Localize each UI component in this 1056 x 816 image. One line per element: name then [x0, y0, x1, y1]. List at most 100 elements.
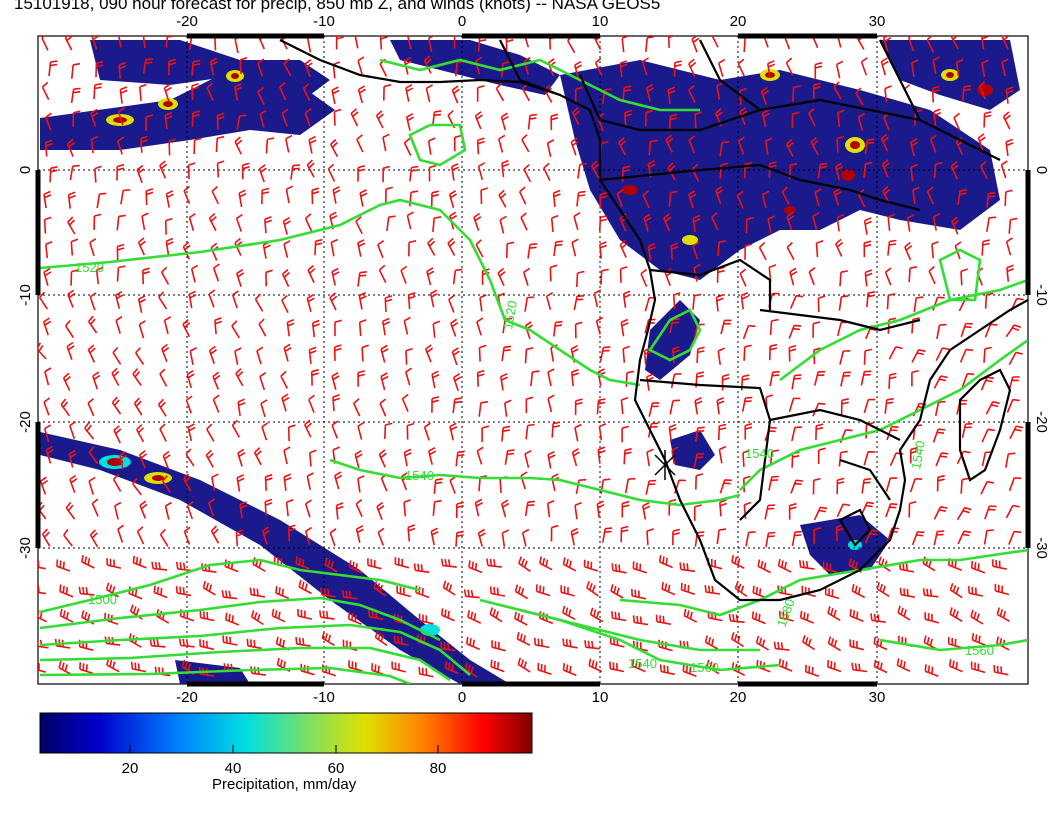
wind-barb — [161, 475, 172, 493]
wind-barb — [498, 134, 506, 153]
wind-barb — [668, 190, 678, 207]
wind-barb — [720, 319, 732, 335]
wind-barb — [931, 85, 940, 103]
wind-barb — [314, 238, 323, 256]
wind-barb — [225, 612, 240, 626]
wind-barb — [464, 662, 478, 678]
wind-barb — [235, 368, 244, 387]
wind-barb — [996, 636, 1010, 651]
contour-1580 — [619, 548, 1028, 617]
wind-barb — [405, 367, 413, 386]
wind-barb — [70, 238, 79, 256]
wind-barb — [693, 452, 704, 469]
wind-barb — [745, 216, 754, 234]
wind-barb — [827, 636, 842, 652]
wind-barb — [59, 608, 74, 623]
wind-barbs — [38, 36, 1024, 678]
wind-barb — [546, 500, 555, 518]
wind-barb — [745, 531, 756, 547]
wind-barb — [505, 241, 515, 258]
wind-barb — [926, 36, 935, 53]
wind-barb — [329, 292, 338, 311]
wind-barb — [66, 138, 76, 157]
wind-barb — [593, 289, 602, 308]
wind-barb — [711, 212, 719, 231]
wind-barb — [788, 502, 797, 520]
wind-barb — [157, 398, 167, 417]
wind-barb — [576, 270, 585, 287]
wind-barb — [253, 447, 262, 466]
wind-barb — [215, 135, 225, 153]
wind-barb — [467, 610, 482, 624]
wind-barb — [222, 635, 238, 646]
wind-barb — [751, 611, 766, 625]
wind-barb — [688, 190, 697, 209]
wind-barb — [909, 446, 918, 464]
wind-barb — [382, 133, 390, 152]
wind-barb — [546, 139, 555, 157]
contour-madagascar — [938, 248, 982, 302]
wind-barb — [455, 450, 465, 467]
wind-barb — [112, 473, 122, 492]
wind-barb — [474, 111, 483, 130]
wind-barb — [956, 450, 971, 465]
wind-barb — [264, 498, 273, 516]
wind-barb — [39, 476, 49, 495]
wind-barb — [812, 321, 821, 338]
wind-barb — [216, 160, 225, 178]
contour-label: 1540 — [908, 439, 928, 470]
contour-label: 1520 — [75, 260, 104, 275]
wind-barb — [378, 264, 387, 283]
wind-barb — [834, 162, 844, 181]
wind-barb — [923, 635, 937, 650]
wind-barb — [760, 86, 769, 105]
wind-barb — [42, 317, 52, 336]
wind-barb — [41, 81, 50, 100]
wind-barb — [442, 580, 456, 596]
wind-barb — [813, 347, 821, 365]
wind-barb — [682, 664, 697, 677]
wind-barb — [137, 237, 146, 256]
wind-barb — [425, 84, 433, 103]
wind-barb — [884, 267, 892, 286]
wind-barb — [936, 323, 947, 339]
wind-barb — [136, 164, 145, 184]
wind-barb — [209, 57, 218, 76]
wind-barb — [836, 214, 845, 232]
wind-barb — [309, 449, 317, 467]
border-11 — [838, 508, 872, 547]
contour-labels: 1520 1520 1540 1500 1540 1560 1580 1540 … — [75, 260, 994, 675]
wind-barb — [692, 214, 701, 233]
wind-barb — [500, 373, 509, 391]
wind-barb — [575, 478, 587, 495]
wind-barb — [285, 134, 293, 153]
wind-barb — [191, 82, 199, 100]
border-7 — [499, 39, 561, 97]
wind-barb — [407, 524, 416, 542]
wind-barb — [45, 112, 52, 131]
wind-barb — [331, 267, 340, 286]
wind-barb — [478, 344, 487, 362]
wind-barb — [815, 423, 824, 440]
wind-barb — [43, 397, 51, 416]
wind-barb — [827, 606, 841, 621]
wind-barb — [757, 559, 771, 574]
wind-barb — [303, 419, 313, 438]
wind-barb — [1005, 138, 1014, 157]
wind-barb — [308, 394, 315, 413]
wind-barb — [384, 295, 393, 313]
wind-barb — [161, 343, 170, 362]
wind-barb — [211, 473, 219, 492]
wind-barb — [165, 237, 174, 256]
wind-barb — [132, 477, 142, 496]
wind-barb — [271, 608, 286, 623]
wind-barb — [838, 450, 848, 467]
wind-barb — [159, 423, 167, 442]
wind-barb — [518, 186, 527, 205]
wind-barb — [785, 57, 794, 76]
wind-barb — [54, 638, 71, 649]
wind-barb — [742, 449, 750, 467]
wind-barb — [668, 113, 678, 131]
wind-barb — [525, 396, 534, 414]
wind-barb — [453, 36, 456, 49]
